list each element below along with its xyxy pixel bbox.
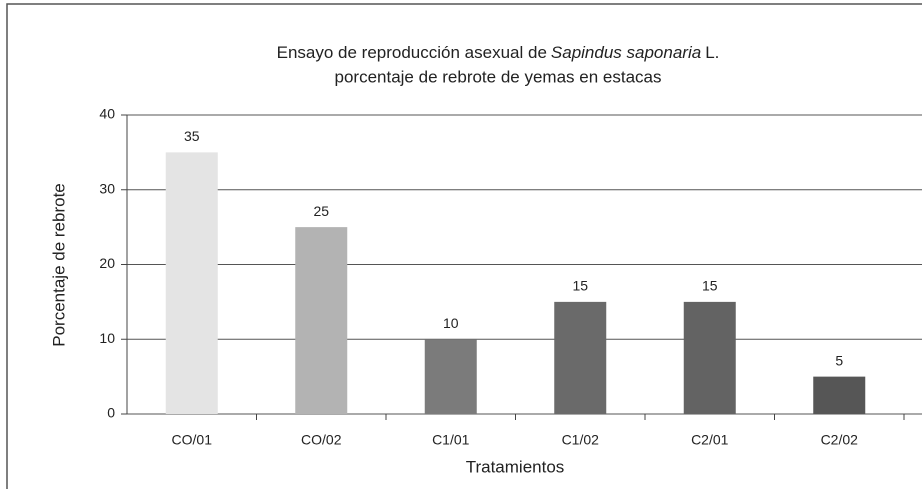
title-part: Sapindus saponaria [551,43,701,62]
x-tick-label: C2/01 [691,432,729,448]
bar [683,301,736,414]
bar [554,301,607,414]
x-tick-label: C1/02 [562,432,600,448]
data-label: 10 [443,315,459,331]
x-axis-title: Tratamientos [466,457,565,476]
x-tick-label: C1/01 [432,432,470,448]
x-tick-label: CO/02 [301,432,342,448]
y-tick-label: 40 [99,106,115,122]
data-label: 25 [313,203,329,219]
bar [813,376,866,414]
y-tick-label: 10 [99,330,115,346]
data-label: 5 [835,352,843,368]
bar [424,339,477,414]
chart-title: Ensayo de reproducción asexual de Sapindu… [277,43,720,62]
data-label: 15 [702,278,718,294]
data-label: 15 [572,278,588,294]
y-tick-label: 0 [107,405,115,421]
chart-subtitle: porcentaje de rebrote de yemas en estaca… [335,67,662,86]
x-tick-label: CO/01 [172,432,213,448]
y-tick-label: 30 [99,180,115,196]
x-tick-label: C2/02 [821,432,859,448]
title-part: Ensayo de reproducción asexual de [277,43,547,62]
y-tick-label: 20 [99,255,115,271]
bar [165,152,218,414]
bar [295,227,348,414]
title-part: L. [705,43,719,62]
data-label: 35 [184,128,200,144]
y-axis-title: Porcentaje de rebrote [49,183,68,347]
